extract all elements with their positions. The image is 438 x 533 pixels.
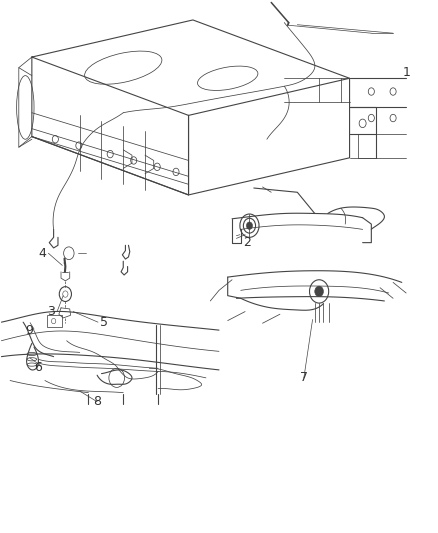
- Text: 9: 9: [26, 324, 34, 337]
- Text: 2: 2: [244, 236, 251, 249]
- Text: 1: 1: [402, 67, 410, 79]
- Text: 4: 4: [39, 247, 47, 260]
- Circle shape: [247, 222, 253, 229]
- Text: 6: 6: [35, 361, 42, 374]
- Text: 7: 7: [300, 372, 308, 384]
- Text: 5: 5: [100, 316, 108, 329]
- Text: 3: 3: [47, 305, 55, 318]
- Circle shape: [315, 286, 323, 297]
- Text: 8: 8: [93, 395, 101, 408]
